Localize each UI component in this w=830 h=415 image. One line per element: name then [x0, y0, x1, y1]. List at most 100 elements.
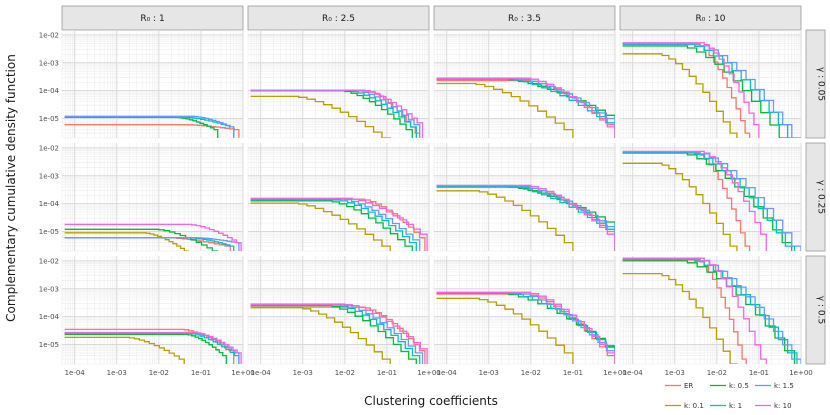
x-tick-label: 1e-01 — [563, 369, 583, 377]
series-line — [622, 272, 738, 364]
series-line — [436, 190, 574, 251]
series-line — [622, 42, 760, 138]
series-line — [622, 162, 738, 251]
column-strip-label: R₀ : 1 — [140, 14, 164, 24]
x-tick-label: 1e-01 — [191, 369, 211, 377]
y-tick-label: 1e-03 — [39, 59, 59, 67]
facet-panel — [619, 30, 802, 139]
facet-panel — [247, 143, 430, 252]
y-tick-label: 1e-05 — [39, 228, 59, 236]
series-line — [436, 292, 615, 364]
x-tick-label: 1e-03 — [665, 369, 685, 377]
column-strip: R₀ : 10 — [619, 5, 802, 31]
series-line — [64, 223, 242, 251]
y-tick-label: 1e-02 — [39, 257, 59, 265]
series-line — [250, 89, 413, 138]
x-tick-label: 1e-01 — [377, 369, 397, 377]
series-line — [436, 291, 615, 364]
legend-item: k: 1.5 — [755, 382, 794, 390]
series-line — [622, 260, 796, 364]
y-tick-label: 1e-05 — [39, 341, 59, 349]
series-line — [250, 304, 417, 364]
facet-panel — [61, 30, 244, 139]
legend-label: k: 0.5 — [729, 382, 749, 390]
x-tick-label: 1e-04 — [251, 369, 272, 377]
legend-item: k: 0.1 — [665, 402, 704, 410]
legend-item: k: 0.5 — [710, 382, 749, 390]
series-line — [64, 232, 189, 251]
x-tick-label: 1e-02 — [335, 369, 355, 377]
legend-item: k: 1 — [710, 402, 742, 410]
series-line — [622, 151, 796, 251]
x-tick-label: 1e-02 — [149, 369, 169, 377]
legend-item: k: 10 — [755, 402, 792, 410]
series-line — [436, 77, 615, 138]
series-line — [250, 199, 417, 251]
x-tick-label: 1e+00 — [603, 369, 627, 377]
y-tick-label: 1e-05 — [39, 115, 59, 123]
legend: ER k: 0.1 k: 0.5 k: 1 k: 1.5 k: 10 — [665, 382, 794, 410]
y-tick-label: 1e-04 — [39, 200, 60, 208]
row-strip: γ : 0.05 — [805, 29, 826, 139]
x-tick-label: 1e+00 — [789, 369, 813, 377]
legend-label: k: 1.5 — [774, 382, 794, 390]
facet-panel — [433, 143, 616, 252]
column-strip: R₀ : 1 — [61, 5, 244, 31]
series-line — [250, 198, 426, 251]
series-line — [250, 202, 391, 251]
row-strip-label: γ : 0.5 — [816, 296, 826, 324]
series-line — [250, 198, 421, 251]
x-tick-label: 1e-04 — [65, 369, 86, 377]
y-tick-label: 1e-03 — [39, 285, 59, 293]
facet-panel — [619, 256, 802, 365]
x-tick-label: 1e-03 — [107, 369, 127, 377]
series-line — [436, 185, 615, 251]
series-line — [622, 152, 793, 251]
column-strip-label: R₀ : 10 — [695, 14, 725, 24]
series-line — [622, 257, 767, 364]
facet-panel — [61, 256, 244, 365]
x-tick-label: 1e+00 — [417, 369, 441, 377]
row-strip-label: γ : 0.05 — [816, 67, 826, 101]
series-line — [436, 184, 615, 251]
y-tick-label: 1e-04 — [39, 87, 60, 95]
series-line — [250, 89, 424, 138]
series-line — [622, 151, 801, 251]
row-strip: γ : 0.5 — [805, 255, 826, 365]
series-line — [622, 53, 738, 138]
y-tick-label: 1e-04 — [39, 313, 60, 321]
series-line — [250, 197, 428, 251]
series-line — [64, 336, 185, 364]
x-axis-title: Clustering coefficients — [364, 394, 498, 408]
series-line — [250, 303, 428, 364]
facet-panel — [433, 30, 616, 139]
series-line — [622, 258, 798, 364]
legend-item: ER — [665, 382, 693, 390]
y-tick-label: 1e-02 — [39, 31, 59, 39]
x-tick-label: 1e-02 — [521, 369, 541, 377]
column-strip-label: R₀ : 3.5 — [508, 14, 541, 24]
facet-panel — [61, 143, 244, 252]
facet-panel — [247, 30, 430, 139]
x-tick-label: 1e+00 — [231, 369, 255, 377]
series-line — [64, 116, 219, 138]
series-line — [622, 43, 798, 138]
series-line — [64, 115, 235, 138]
x-tick-label: 1e-04 — [623, 369, 644, 377]
series-line — [622, 43, 801, 138]
series-line — [250, 95, 391, 138]
legend-label: k: 0.1 — [684, 402, 704, 410]
series-line — [64, 237, 240, 251]
column-strip-label: R₀ : 2.5 — [322, 14, 355, 24]
x-tick-label: 1e-03 — [293, 369, 313, 377]
series-line — [250, 307, 391, 364]
legend-label: ER — [684, 382, 693, 390]
series-line — [64, 331, 242, 364]
series-line — [250, 89, 417, 138]
series-line — [622, 150, 767, 251]
x-tick-label: 1e-02 — [707, 369, 727, 377]
series-line — [64, 333, 227, 364]
x-tick-label: 1e-03 — [479, 369, 499, 377]
series-line — [436, 82, 574, 138]
series-line — [436, 292, 615, 364]
